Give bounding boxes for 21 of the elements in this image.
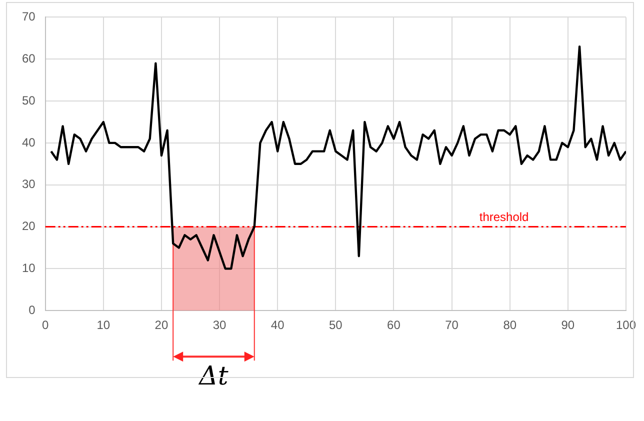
x-tick-label: 0 [42,318,50,332]
x-tick-label: 10 [96,318,110,332]
x-tick-label: 60 [387,318,401,332]
y-tick-label: 0 [28,302,36,317]
ref-line-label: threshold [479,210,529,224]
x-tick-label: 40 [270,318,285,332]
y-tick-label: 70 [22,10,36,24]
x-tick-label: 30 [212,318,227,332]
x-tick-label: 100 [616,318,636,332]
y-tick-label: 40 [22,135,36,150]
y-tick-label: 60 [22,51,36,66]
y-tick-label: 10 [22,261,36,275]
band-label: Δt [198,361,229,392]
y-tick-label: 20 [22,219,36,234]
x-tick-label: 50 [328,318,343,332]
x-tick-label: 20 [154,318,168,332]
y-tick-label: 50 [22,93,36,108]
y-tick-label: 30 [22,177,36,192]
x-tick-label: 80 [503,318,517,332]
x-tick-label: 90 [561,318,575,332]
x-tick-label: 70 [445,318,459,332]
